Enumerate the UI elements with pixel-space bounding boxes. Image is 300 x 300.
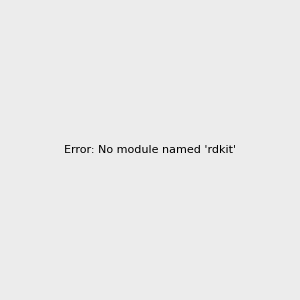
Text: Error: No module named 'rdkit': Error: No module named 'rdkit' xyxy=(64,145,236,155)
